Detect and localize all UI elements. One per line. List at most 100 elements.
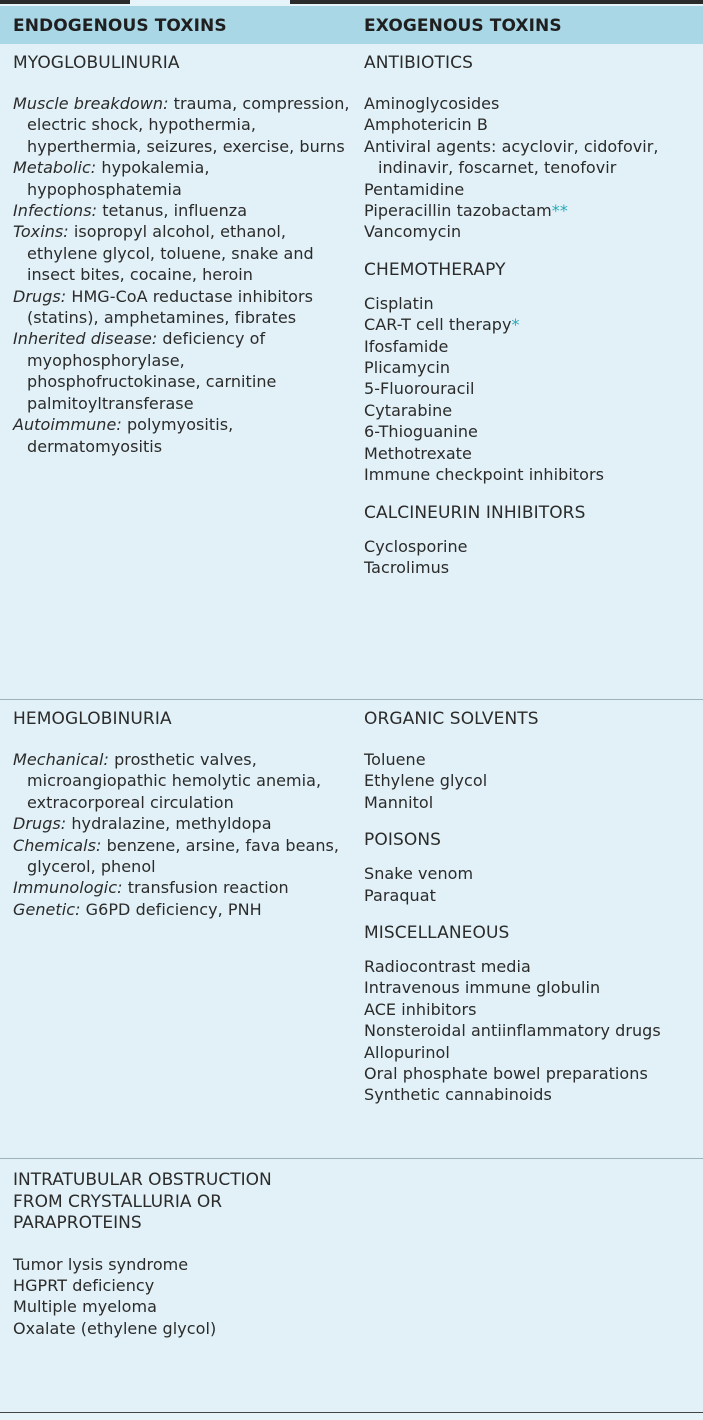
item-label: Muscle breakdown:: [13, 94, 169, 113]
item-text: hypokalemia, hypophosphatemia: [27, 158, 210, 199]
table-header: ENDOGENOUS TOXINS EXOGENOUS TOXINS: [0, 6, 703, 44]
group-title: ANTIBIOTICS: [364, 53, 473, 73]
section-title-line: INTRATUBULAR OBSTRUCTION: [13, 1170, 272, 1190]
item-text: Ifosfamide: [364, 336, 449, 356]
item-text: ACE inhibitors: [364, 999, 477, 1019]
item-text: Tacrolimus: [364, 557, 450, 577]
list-item: Multiple myeloma: [13, 1297, 157, 1317]
drug-group: CALCINEURIN INHIBITORS Cyclosporine Tacrol…: [364, 498, 700, 579]
item-label: Genetic:: [13, 899, 81, 919]
item-text: tetanus, influenza: [97, 201, 248, 221]
group-list: Snake venom Paraquat: [364, 863, 700, 906]
list-item: Autoimmune: polymyositis, dermatomyositi…: [13, 414, 353, 457]
item-label: Drugs:: [13, 286, 67, 306]
item-text: HMG-CoA reductase inhibitors (statins), …: [27, 286, 314, 328]
list-item: Cyclosporine: [364, 536, 700, 557]
item-text: Oral phosphate bowel preparations: [364, 1064, 648, 1084]
item-text: Vancomycin: [364, 222, 462, 242]
item-text: Aminoglycosides: [364, 94, 500, 113]
drug-group: MISCELLANEOUS Radiocontrast media Intraven…: [364, 918, 700, 1106]
item-text: Mannitol: [364, 792, 434, 812]
item-text: Toluene: [364, 750, 426, 769]
list-item: Ethylene glycol: [364, 770, 700, 791]
row-intratubular: INTRATUBULAR OBSTRUCTION FROM CRYSTALLUR…: [0, 1159, 703, 1412]
list-item: Antiviral agents: acyclovir, cidofovir, …: [364, 136, 700, 179]
item-text: transfusion reaction: [122, 878, 289, 898]
item-text: prosthetic valves, microangiopathic hemo…: [27, 750, 322, 812]
header-exogenous: EXOGENOUS TOXINS: [364, 16, 562, 36]
hemoglobinuria-list: Mechanical: prosthetic valves, microangi…: [13, 749, 353, 920]
list-item: Vancomycin: [364, 221, 700, 242]
group-title: ORGANIC SOLVENTS: [364, 709, 539, 729]
list-item: Mannitol: [364, 792, 700, 813]
item-label: Toxins:: [13, 222, 69, 242]
list-item: Methotrexate: [364, 443, 700, 464]
item-text: Cyclosporine: [364, 536, 468, 556]
group-title: CALCINEURIN INHIBITORS: [364, 502, 586, 523]
item-text: 6-Thioguanine: [364, 422, 478, 442]
list-item: Nonsteroidal antiinflammatory drugs: [364, 1020, 700, 1041]
item-label: Autoimmune:: [13, 415, 122, 435]
row-divider: [0, 699, 703, 700]
section-title-line: PARAPROTEINS: [13, 1213, 142, 1233]
list-item: Allopurinol: [364, 1042, 700, 1063]
footnote-marker: *: [511, 315, 520, 335]
item-label: Inherited disease:: [13, 329, 158, 349]
item-text: Intravenous immune globulin: [364, 978, 601, 998]
item-label: Drugs:: [13, 814, 67, 834]
group-list: Cyclosporine Tacrolimus: [364, 536, 700, 579]
intratubular-list: Tumor lysis syndrome HGPRT deficiency Mu…: [13, 1254, 353, 1340]
item-text: Plicamycin: [364, 358, 451, 378]
group-title: MISCELLANEOUS: [364, 923, 510, 944]
list-item: Toluene: [364, 749, 700, 770]
list-item: 6-Thioguanine: [364, 421, 700, 442]
item-text: Paraquat: [364, 885, 436, 905]
group-list: Aminoglycosides Amphotericin B Antiviral a…: [364, 93, 700, 243]
group-list: Toluene Ethylene glycol Mannitol: [364, 749, 700, 813]
drug-group: POISONS Snake venom Paraquat: [364, 825, 700, 906]
item-text: Nonsteroidal antiinflammatory drugs: [364, 1021, 661, 1041]
drug-group: CHEMOTHERAPY Cisplatin CAR-T cell therapy*…: [364, 255, 700, 486]
list-item: Radiocontrast media: [364, 956, 700, 977]
row-myoglobinuria: MYOGLOBULINURIA Muscle breakdown: trauma…: [0, 44, 703, 699]
section-title-line: FROM CRYSTALLURIA OR: [13, 1191, 223, 1212]
list-item: Muscle breakdown: trauma, compression, e…: [13, 93, 353, 157]
list-item: ACE inhibitors: [364, 999, 700, 1020]
item-text: Ethylene glycol: [364, 771, 488, 791]
item-text: deficiency of myophosphorylase, phosphof…: [27, 329, 277, 413]
list-item: Drugs: HMG-CoA reductase inhibitors (sta…: [13, 286, 353, 329]
hemoglobinuria-cell: HEMOGLOBINURIA Mechanical: prosthetic va…: [13, 700, 353, 920]
row2-right-cell: ORGANIC SOLVENTS Toluene Ethylene glycol Ma…: [364, 700, 700, 1106]
item-text: polymyositis, dermatomyositis: [27, 415, 234, 456]
group-title: POISONS: [364, 830, 442, 851]
item-text: hydralazine, methyldopa: [66, 814, 272, 834]
group-list: Radiocontrast media Intravenous immune gl…: [364, 956, 700, 1106]
item-text: G6PD deficiency, PNH: [80, 899, 262, 919]
list-item: Immunologic: transfusion reaction: [13, 877, 353, 898]
item-text: Radiocontrast media: [364, 957, 531, 977]
list-item: Oral phosphate bowel preparations: [364, 1063, 700, 1084]
list-item: Chemicals: benzene, arsine, fava beans, …: [13, 835, 353, 878]
list-item: Toxins: isopropyl alcohol, ethanol, ethy…: [13, 221, 353, 285]
list-item: Drugs: hydralazine, methyldopa: [13, 813, 353, 834]
group-title: CHEMOTHERAPY: [364, 259, 506, 280]
item-text: Antiviral agents: acyclovir, cidofovir, …: [364, 136, 659, 178]
row-divider: [0, 1158, 703, 1159]
item-label: Chemicals:: [13, 835, 102, 855]
item-label: Mechanical:: [13, 750, 109, 769]
item-text: trauma, compression, electric shock, hyp…: [27, 94, 350, 156]
item-label: Metabolic:: [13, 158, 97, 178]
list-item: Tumor lysis syndrome: [13, 1254, 189, 1274]
top-rule: [0, 0, 703, 4]
item-text: Pentamidine: [364, 179, 465, 199]
bottom-rule: [0, 1412, 703, 1413]
list-item: Amphotericin B: [364, 114, 700, 135]
item-label: Infections:: [13, 201, 98, 221]
drug-group: ANTIBIOTICS Aminoglycosides Amphotericin B…: [364, 44, 700, 243]
list-item: Mechanical: prosthetic valves, microangi…: [13, 749, 353, 813]
list-item: Tacrolimus: [364, 557, 700, 578]
item-text: Immune checkpoint inhibitors: [364, 465, 604, 485]
list-item: Aminoglycosides: [364, 93, 700, 114]
item-text: 5-Fluorouracil: [364, 379, 475, 399]
